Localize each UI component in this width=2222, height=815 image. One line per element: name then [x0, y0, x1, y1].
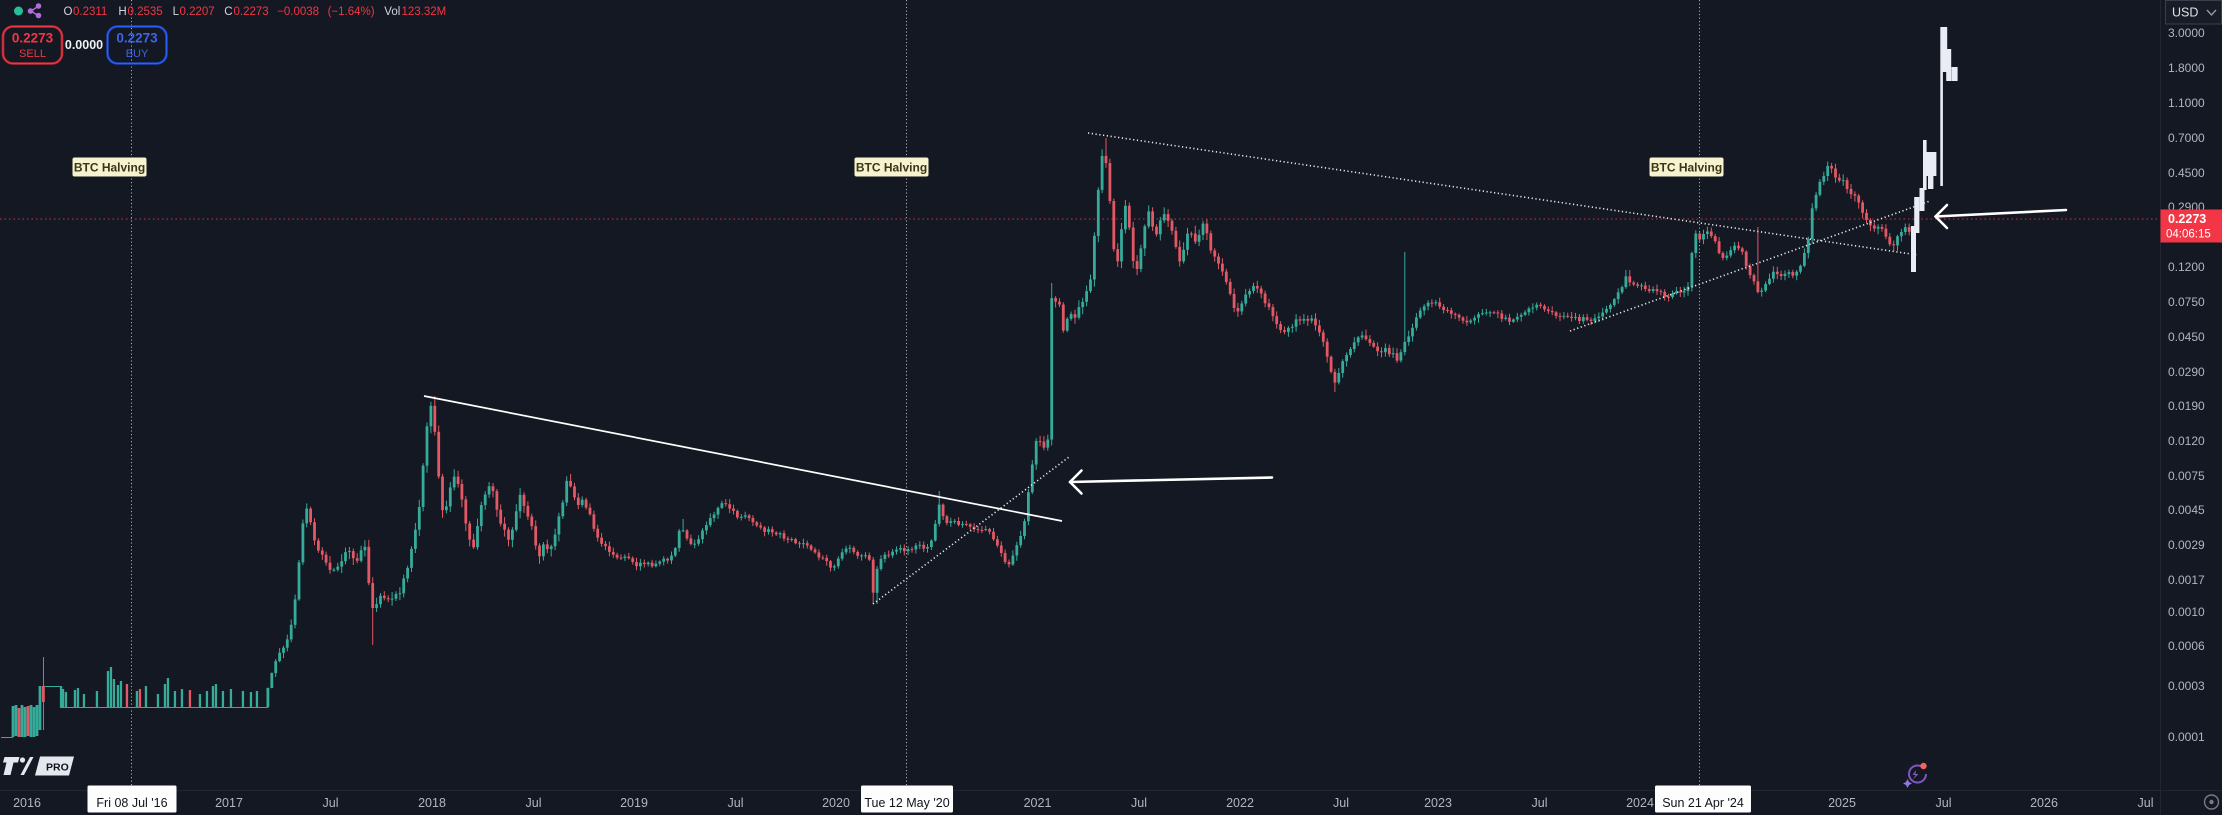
svg-text:1.8000: 1.8000	[2168, 61, 2205, 75]
svg-text:−0.0038: −0.0038	[277, 6, 319, 18]
svg-text:0.0003: 0.0003	[2168, 679, 2205, 693]
svg-text:BTC Halving: BTC Halving	[1651, 161, 1722, 175]
svg-text:2019: 2019	[620, 796, 648, 810]
svg-text:Jul: Jul	[2138, 796, 2154, 810]
svg-text:Jul: Jul	[526, 796, 542, 810]
svg-text:123.32M: 123.32M	[402, 6, 447, 18]
svg-text:2023: 2023	[1424, 796, 1452, 810]
svg-text:Jul: Jul	[1333, 796, 1349, 810]
svg-text:PRO: PRO	[46, 762, 69, 774]
svg-text:0.2207: 0.2207	[180, 6, 215, 18]
svg-text:(−1.64%): (−1.64%)	[328, 6, 375, 18]
svg-text:Jul: Jul	[728, 796, 744, 810]
svg-text:0.0017: 0.0017	[2168, 573, 2205, 587]
svg-text:BTC Halving: BTC Halving	[856, 161, 927, 175]
svg-text:0.0001: 0.0001	[2168, 730, 2205, 744]
svg-text:3.0000: 3.0000	[2168, 26, 2205, 40]
svg-text:SELL: SELL	[19, 48, 46, 60]
svg-text:1.1000: 1.1000	[2168, 96, 2205, 110]
svg-text:2016: 2016	[13, 796, 41, 810]
svg-text:0.2535: 0.2535	[128, 6, 163, 18]
svg-text:0.0290: 0.0290	[2168, 365, 2205, 379]
svg-text:Sun 21 Apr '24: Sun 21 Apr '24	[1662, 796, 1744, 810]
svg-text:BUY: BUY	[126, 48, 149, 60]
svg-text:0.2273: 0.2273	[116, 31, 158, 46]
svg-text:Vol: Vol	[384, 6, 400, 18]
svg-text:Jul: Jul	[323, 796, 339, 810]
svg-text:Fri 08 Jul '16: Fri 08 Jul '16	[96, 796, 167, 810]
svg-text:0.0010: 0.0010	[2168, 605, 2205, 619]
svg-text:2018: 2018	[418, 796, 446, 810]
svg-text:BTC Halving: BTC Halving	[74, 161, 145, 175]
svg-text:2017: 2017	[215, 796, 243, 810]
svg-text:Jul: Jul	[1131, 796, 1147, 810]
svg-text:H: H	[118, 6, 126, 18]
svg-text:2021: 2021	[1024, 796, 1052, 810]
svg-text:0.2273: 0.2273	[12, 31, 54, 46]
svg-text:0.0006: 0.0006	[2168, 639, 2205, 653]
svg-text:2024: 2024	[1626, 796, 1654, 810]
svg-text:2020: 2020	[822, 796, 850, 810]
svg-text:0.2311: 0.2311	[73, 6, 107, 18]
svg-text:C: C	[224, 6, 232, 18]
svg-text:USD: USD	[2172, 6, 2198, 20]
svg-text:O: O	[64, 6, 73, 18]
svg-text:Tue 12 May '20: Tue 12 May '20	[864, 796, 949, 810]
svg-text:0.0450: 0.0450	[2168, 330, 2205, 344]
svg-text:0.0075: 0.0075	[2168, 469, 2205, 483]
svg-text:0.0120: 0.0120	[2168, 434, 2205, 448]
svg-text:0.0000: 0.0000	[65, 38, 103, 52]
svg-text:0.4500: 0.4500	[2168, 166, 2205, 180]
svg-text:0.2273: 0.2273	[234, 6, 269, 18]
svg-text:0.0750: 0.0750	[2168, 295, 2205, 309]
svg-text:2026: 2026	[2030, 796, 2058, 810]
svg-text:Jul: Jul	[1936, 796, 1952, 810]
svg-text:L: L	[173, 6, 180, 18]
svg-text:0.7000: 0.7000	[2168, 131, 2205, 145]
svg-text:0.0190: 0.0190	[2168, 399, 2205, 413]
svg-text:2025: 2025	[1828, 796, 1856, 810]
svg-text:0.0029: 0.0029	[2168, 538, 2205, 552]
svg-text:2022: 2022	[1226, 796, 1254, 810]
svg-text:0.1200: 0.1200	[2168, 260, 2205, 274]
svg-text:04:06:15: 04:06:15	[2166, 229, 2211, 241]
svg-text:0.0045: 0.0045	[2168, 503, 2205, 517]
svg-text:Jul: Jul	[1532, 796, 1548, 810]
svg-text:0.2273: 0.2273	[2168, 212, 2206, 226]
